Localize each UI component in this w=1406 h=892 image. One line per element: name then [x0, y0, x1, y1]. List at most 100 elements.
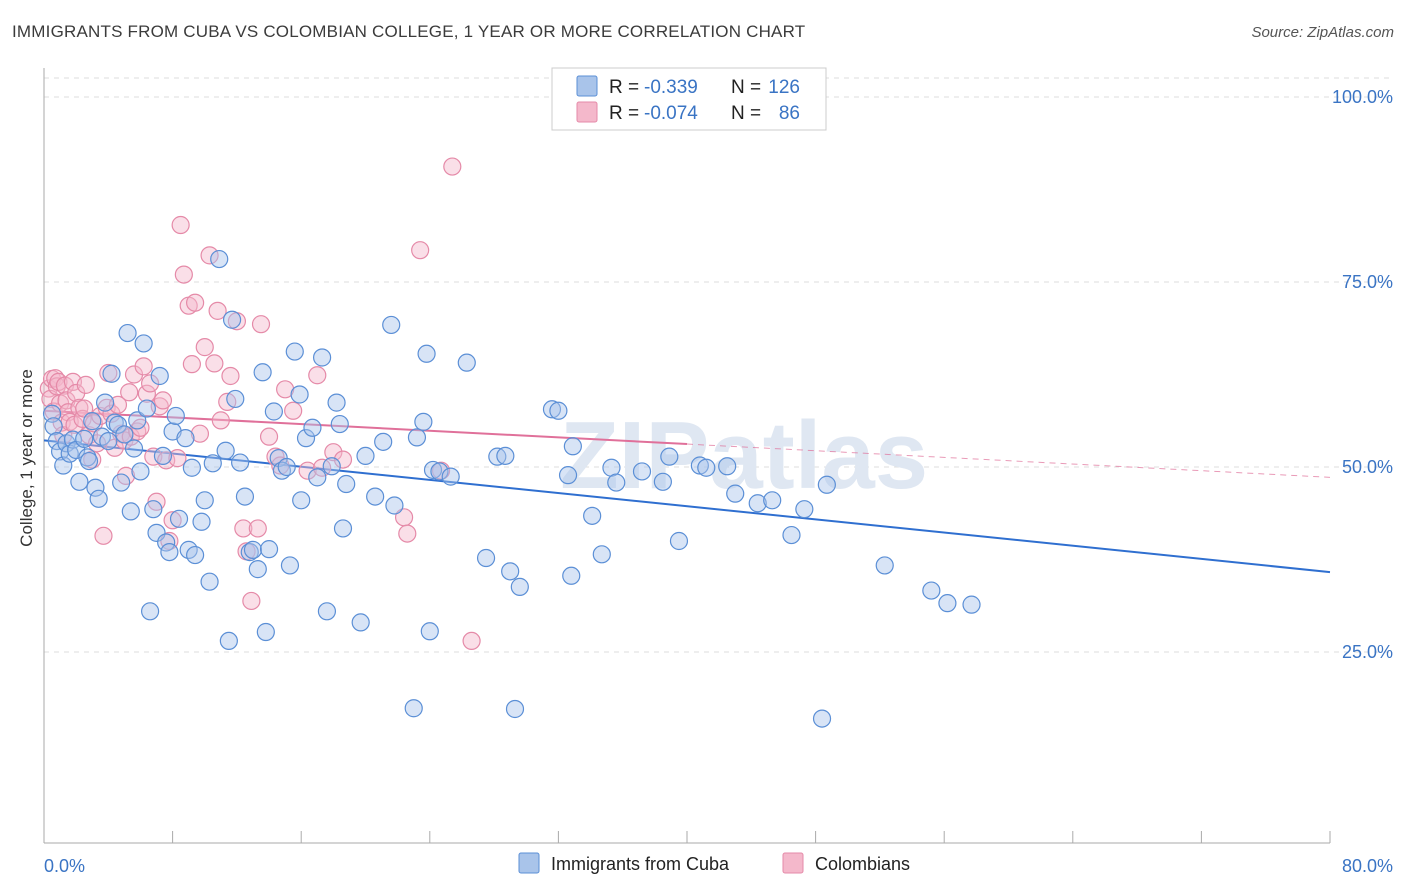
cuba-point — [430, 462, 449, 481]
cuba-point — [817, 475, 836, 494]
cuba-point — [420, 622, 439, 641]
y-tick-label-75: 75.0% — [1342, 272, 1393, 292]
colombians-point — [137, 384, 156, 403]
cuba-point — [592, 545, 611, 564]
colombians-point — [195, 338, 214, 357]
cuba-point — [219, 631, 238, 651]
cuba-point — [89, 489, 108, 508]
legend-n-label-cuba: N = — [731, 77, 761, 98]
grid-lines — [44, 77, 1393, 653]
cuba-point — [226, 389, 245, 409]
cuba-point — [231, 453, 250, 472]
colombians-point — [208, 301, 227, 320]
cuba-point — [128, 411, 147, 430]
cuba-point — [922, 581, 941, 600]
cuba-point — [264, 402, 283, 421]
colombians-point — [308, 366, 327, 385]
cuba-point — [312, 348, 332, 367]
bottom-legend-label-colombia: Colombians — [815, 854, 910, 874]
cuba-point — [763, 491, 782, 510]
cuba-point — [277, 457, 296, 477]
colombians-point — [221, 366, 240, 386]
cuba-point — [222, 310, 242, 329]
cuba-point — [669, 531, 689, 551]
colombians-point — [190, 424, 210, 443]
cuba-point — [414, 412, 433, 431]
source-credit: Source: ZipAtlas.com — [1251, 24, 1394, 41]
colombians-point — [140, 374, 160, 393]
cuba-point — [875, 556, 894, 575]
cuba-point — [216, 441, 235, 460]
colombians-point — [205, 354, 224, 373]
cuba-point — [253, 363, 272, 382]
colombians-point — [398, 524, 417, 543]
cuba-point — [562, 566, 581, 585]
bottom-legend-swatch-colombia — [782, 852, 804, 874]
cuba-point — [374, 432, 393, 451]
cuba-point — [563, 437, 582, 456]
legend-n-label-colombia: N = — [731, 103, 761, 124]
cuba-point — [256, 622, 275, 642]
legend-n-value-cuba: 126 — [768, 77, 800, 98]
cuba-point — [938, 594, 957, 613]
watermark: ZIPatlas — [560, 402, 928, 509]
cuba-point — [476, 548, 496, 568]
series-legend: Immigrants from Cuba Colombians — [518, 852, 910, 874]
colombians-point — [94, 526, 113, 545]
legend-box — [551, 67, 827, 131]
colombians-point — [333, 450, 353, 469]
colombians-point — [134, 357, 153, 376]
cuba-points — [42, 249, 981, 728]
cuba-point — [243, 540, 263, 559]
legend-n-value-colombia: 86 — [779, 103, 800, 124]
cuba-point — [157, 533, 176, 552]
legend-r-label-colombia: R = — [609, 103, 639, 124]
cuba-point — [124, 439, 144, 458]
cuba-point — [86, 478, 105, 497]
cuba-point — [112, 473, 131, 492]
cuba-point — [280, 556, 300, 575]
cuba-point — [95, 393, 115, 412]
cuba-point — [726, 484, 745, 503]
cuba-point — [166, 406, 185, 426]
cuba-point — [583, 506, 602, 525]
cuba-point — [192, 512, 211, 531]
cuba-point — [169, 509, 189, 528]
cuba-point — [150, 366, 169, 386]
cuba-point — [186, 545, 205, 565]
y-tick-label-50: 50.0% — [1342, 457, 1393, 477]
cuba-point — [240, 542, 259, 562]
cuba-point — [962, 595, 981, 614]
cuba-point — [290, 385, 309, 404]
colombians-point — [248, 519, 267, 538]
cuba-point — [423, 460, 443, 480]
cuba-point — [558, 466, 578, 485]
cuba-point — [404, 699, 423, 718]
cuba-point — [632, 462, 652, 481]
colombians-point — [200, 246, 219, 265]
cuba-point — [510, 577, 529, 596]
colombians-point — [174, 265, 193, 284]
cuba-point — [292, 491, 311, 510]
cuba-point — [259, 540, 279, 559]
cuba-point — [333, 519, 353, 538]
colombians-point — [298, 461, 317, 480]
cuba-point — [501, 562, 520, 581]
colombians-point — [242, 591, 261, 611]
cuba-point — [296, 429, 316, 448]
chart-title: IMMIGRANTS FROM CUBA VS COLOMBIAN COLLEG… — [12, 22, 806, 41]
colombians-point — [276, 380, 295, 399]
legend-r-value-cuba: -0.339 — [644, 77, 698, 98]
cuba-point — [385, 496, 404, 515]
colombians-point — [186, 293, 205, 312]
cuba-point — [137, 399, 156, 418]
cuba-point — [542, 400, 562, 419]
y-axis-label: College, 1 year or more — [17, 369, 36, 547]
legend-r-label-cuba: R = — [609, 77, 639, 98]
cuba-point — [176, 429, 195, 448]
cuba-point — [308, 468, 327, 487]
cuba-point — [322, 457, 341, 476]
cuba-point — [782, 525, 801, 545]
cuba-point — [366, 487, 385, 506]
